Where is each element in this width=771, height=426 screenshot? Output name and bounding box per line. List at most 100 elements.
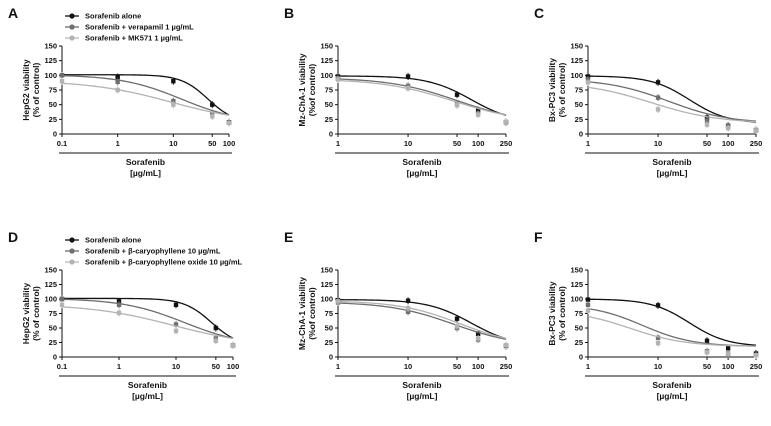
data-point [655, 303, 661, 308]
data-point [753, 353, 759, 358]
y-tick-label: 100 [570, 295, 583, 304]
y-tick-label: 100 [44, 71, 57, 80]
x-tick-label: 100 [227, 362, 240, 371]
data-point [655, 340, 661, 346]
x-tick-label: 1 [117, 362, 121, 371]
data-point [753, 128, 759, 133]
y-tick-label: 50 [575, 324, 583, 333]
y-axis-title-line: Bx-PC3 viability [547, 58, 557, 123]
x-axis-unit: [µg/mL] [132, 391, 163, 401]
series-3 [59, 301, 236, 349]
y-axis-title: HepG2 viability(% of control) [21, 59, 41, 121]
data-point [704, 350, 710, 355]
data-point [503, 343, 509, 348]
data-point [454, 103, 460, 108]
y-axis-title: Mz-ChA-1 viability(%of control) [297, 277, 317, 350]
y-axis-title-line: (% of control) [31, 286, 41, 341]
y-tick-label: 25 [575, 115, 583, 124]
data-point [115, 87, 120, 93]
data-point [59, 296, 65, 302]
data-point [405, 86, 411, 91]
chart-panel-f: F 0 25 50 75 100 125 150 1 10 50 100 250 Sorafenib[µg… [534, 229, 762, 401]
y-tick-label: 75 [575, 86, 583, 95]
data-point [173, 328, 179, 334]
x-axis-unit: [µg/mL] [657, 391, 688, 401]
data-point [116, 302, 122, 307]
x-tick-label: 1 [336, 139, 340, 148]
legend-item: Sorafenib alone [65, 12, 141, 21]
series-curve [61, 75, 230, 116]
x-tick-label: 50 [212, 362, 220, 371]
y-tick-label: 150 [320, 266, 333, 275]
x-tick-label: 250 [500, 362, 513, 371]
series-curve [337, 302, 507, 340]
y-tick-label: 25 [49, 338, 57, 347]
chart-panel-b: B 0 25 50 75 100 125 150 1 10 50 100 250 Sorafenib[µg… [284, 5, 512, 178]
series-curve [587, 81, 757, 122]
legend: Sorafenib alone Sorafenib + β-caryophylle… [65, 236, 242, 267]
data-point [335, 77, 341, 82]
panel-letter: E [284, 229, 293, 245]
data-point [171, 79, 176, 84]
x-tick-label: 50 [703, 362, 711, 371]
legend-label: Sorafenib alone [85, 236, 141, 245]
y-tick-label: 50 [325, 324, 333, 333]
y-tick-label: 100 [320, 295, 333, 304]
chart-panel-e: E 0 25 50 75 100 125 150 1 10 50 100 250 Sorafenib[µg… [284, 229, 512, 401]
panel-letter: D [8, 229, 18, 245]
y-tick-label: 0 [579, 130, 583, 139]
legend-item: Sorafenib alone [65, 236, 141, 245]
data-point [585, 302, 591, 307]
series-curve [337, 79, 507, 116]
y-tick-label: 150 [570, 266, 583, 275]
data-point [475, 336, 481, 341]
x-tick-label: 50 [453, 139, 461, 148]
data-point [585, 308, 591, 313]
x-tick-label: 250 [750, 362, 763, 371]
y-tick-label: 75 [325, 86, 333, 95]
x-tick-label: 50 [453, 362, 461, 371]
series-curve [587, 298, 757, 346]
data-point [704, 118, 710, 123]
y-tick-label: 125 [320, 280, 333, 289]
y-tick-label: 125 [44, 280, 57, 289]
series-curve [337, 299, 507, 340]
data-point [405, 74, 411, 79]
series-curve [587, 315, 757, 347]
data-point [226, 120, 232, 126]
y-axis-title-line: (% of control) [557, 286, 567, 341]
y-axis-title-line: HepG2 viability [21, 283, 31, 345]
data-point [230, 343, 236, 348]
data-point [725, 125, 731, 131]
chart-panel-a: A 0 25 50 75 100 125 150 0.1 1 10 50 100 Sorafenib[µg… [8, 5, 235, 178]
data-point [116, 310, 122, 316]
series-3 [335, 297, 509, 349]
series-1 [59, 295, 236, 349]
y-axis-title-line: (%of control) [307, 64, 317, 117]
legend: Sorafenib alone Sorafenib + verapamil 1 µ… [65, 12, 194, 43]
series-curve [62, 74, 230, 116]
y-axis-title-line: (%of control) [307, 287, 317, 340]
y-axis-title-line: Bx-PC3 viability [547, 281, 557, 346]
y-tick-label: 0 [329, 130, 333, 139]
data-point [454, 324, 460, 329]
data-point [475, 331, 481, 336]
y-tick-label: 100 [570, 71, 583, 80]
data-point [171, 102, 176, 107]
series-curve [61, 306, 234, 340]
x-axis-title: Sorafenib [652, 380, 691, 390]
x-axis-unit: [µg/mL] [407, 391, 438, 401]
y-tick-label: 50 [49, 324, 57, 333]
legend-label: Sorafenib + MK571 1 µg/mL [85, 34, 183, 43]
data-point [454, 92, 460, 97]
y-axis-title-line: Mz-ChA-1 viability [297, 277, 307, 350]
data-point [173, 322, 179, 327]
series-curve [337, 75, 507, 117]
data-point [173, 302, 179, 307]
x-tick-label: 0.1 [57, 362, 67, 371]
chart-panel-d: D 0 25 50 75 100 125 150 0.1 1 10 50 100 Sorafenib[µg… [8, 229, 242, 401]
x-tick-label: 250 [750, 139, 763, 148]
data-point [454, 316, 460, 321]
x-tick-label: 10 [404, 139, 412, 148]
